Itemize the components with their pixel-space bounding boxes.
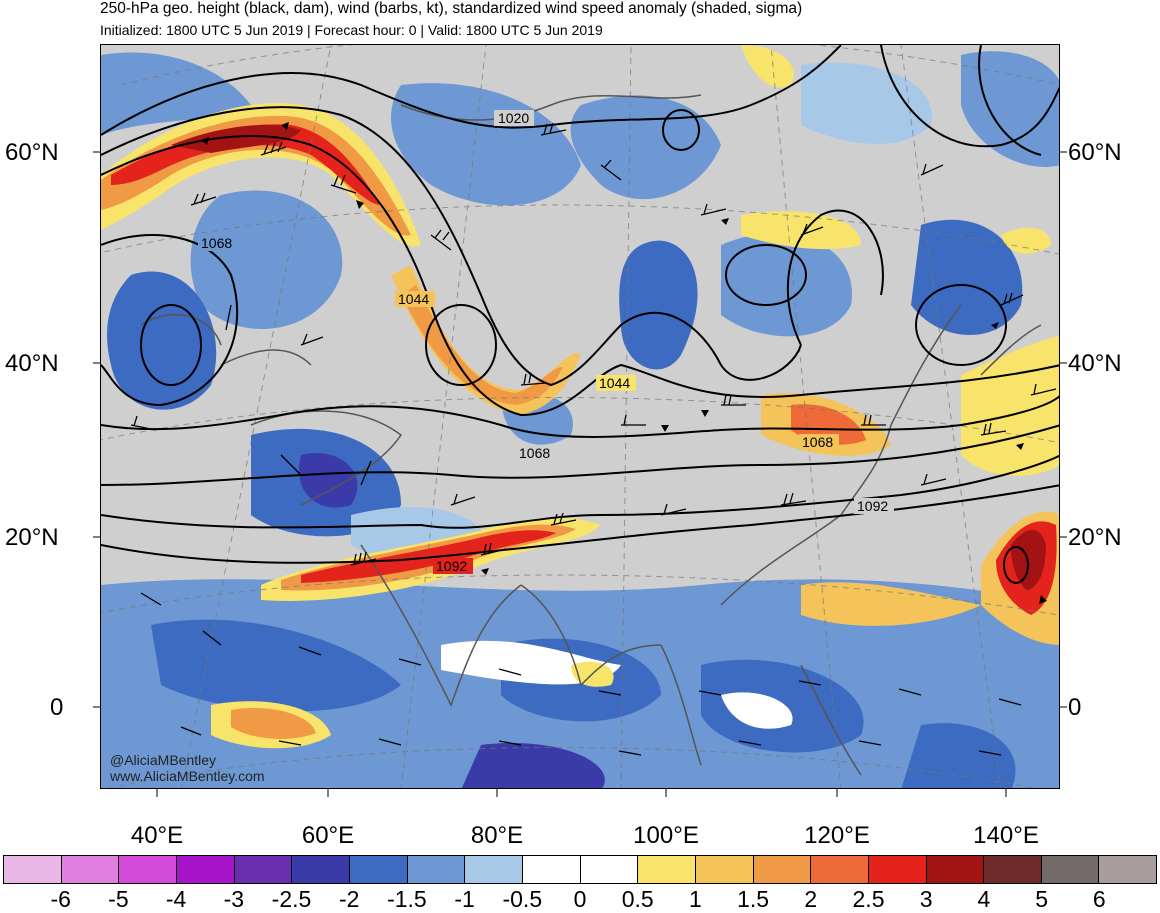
colorbar-swatch xyxy=(522,856,581,883)
colorbar-swatch xyxy=(119,856,177,883)
contour-label: 1020 xyxy=(498,110,529,126)
colorbar-label: 3 xyxy=(919,886,933,912)
lon-label: 140°E xyxy=(973,822,1039,849)
lat-label-right: 40°N xyxy=(1068,350,1122,377)
colorbar xyxy=(3,855,1157,884)
graticule xyxy=(101,45,1059,788)
contour-label: 1092 xyxy=(436,558,467,574)
lon-label: 40°E xyxy=(130,822,184,849)
contour-label: 1068 xyxy=(802,434,833,450)
colorbar-label: 6 xyxy=(1092,886,1106,912)
colorbar-label: 2.5 xyxy=(852,886,885,912)
colorbar-label: -5 xyxy=(108,886,129,912)
chart-subtitle: Initialized: 1800 UTC 5 Jun 2019 | Forec… xyxy=(100,22,603,38)
lat-label-left: 60°N xyxy=(5,139,59,166)
colorbar-label: -6 xyxy=(50,886,71,912)
colorbar-swatch xyxy=(292,856,350,883)
lat-label-right: 60°N xyxy=(1068,139,1122,166)
lat-label-left: 20°N xyxy=(5,524,59,551)
colorbar-swatch xyxy=(984,856,1042,883)
chart-title: 250-hPa geo. height (black, dam), wind (… xyxy=(100,0,803,17)
axis-ticks xyxy=(93,151,1067,797)
colorbar-label: 2 xyxy=(804,886,818,912)
contour-label: 1092 xyxy=(857,498,888,514)
colorbar-swatch xyxy=(753,856,812,883)
contour-label: 1068 xyxy=(201,235,232,251)
colorbar-label: -2.5 xyxy=(271,886,312,912)
colorbar-label: -2 xyxy=(338,886,360,912)
colorbar-swatch xyxy=(1099,856,1157,883)
colorbar-swatch xyxy=(349,856,408,883)
weather-map: 1020 1068 1044 1044 1068 1068 1092 1092 xyxy=(100,44,1060,789)
colorbar-swatch xyxy=(926,856,985,883)
contour-label: 1068 xyxy=(519,445,550,461)
lon-label: 80°E xyxy=(470,822,524,849)
colorbar-swatch xyxy=(61,856,120,883)
colorbar-label: 0.5 xyxy=(621,886,654,912)
map-canvas: 1020 1068 1044 1044 1068 1068 1092 1092 xyxy=(101,45,1059,788)
credit-website: www.AliciaMBentley.com xyxy=(110,768,265,784)
lat-label-right: 0 xyxy=(1068,694,1082,721)
colorbar-label: -1.5 xyxy=(387,886,427,912)
negative-anomaly-shading xyxy=(101,51,1059,788)
colorbar-swatch xyxy=(234,856,293,883)
colorbar-label: -3 xyxy=(223,886,245,912)
contour-labels: 1020 1068 1044 1044 1068 1068 1092 1092 xyxy=(198,110,894,574)
lat-label-left: 0 xyxy=(50,694,64,721)
colorbar-label: -1 xyxy=(454,886,475,912)
colorbar-label: 0 xyxy=(573,886,587,912)
lon-label: 100°E xyxy=(633,822,699,849)
colorbar-swatch xyxy=(176,856,235,883)
credit-handle: @AliciaMBentley xyxy=(110,752,217,768)
colorbar-swatch xyxy=(1041,856,1100,883)
colorbar-swatch xyxy=(638,856,696,883)
colorbar-label: 1.5 xyxy=(737,886,770,912)
lon-label: 120°E xyxy=(804,822,870,849)
colorbar-swatch xyxy=(695,856,754,883)
colorbar-swatch xyxy=(4,856,62,883)
colorbar-label: 1 xyxy=(688,886,702,912)
colorbar-swatch xyxy=(407,856,466,883)
colorbar-swatch xyxy=(811,856,869,883)
colorbar-label: -4 xyxy=(165,886,187,912)
lon-label: 60°E xyxy=(301,822,355,849)
lat-label-left: 40°N xyxy=(5,350,59,377)
colorbar-label: 4 xyxy=(977,886,991,912)
colorbar-label: -0.5 xyxy=(502,886,543,912)
colorbar-swatch xyxy=(580,856,639,883)
contour-label: 1044 xyxy=(599,375,630,391)
contour-label: 1044 xyxy=(398,291,429,307)
wind-barb-flags xyxy=(201,122,1047,604)
colorbar-swatch xyxy=(868,856,927,883)
height-contours xyxy=(101,45,1059,584)
wind-barbs xyxy=(130,122,1057,756)
colorbar-swatch xyxy=(465,856,523,883)
lat-label-right: 20°N xyxy=(1068,524,1122,551)
colorbar-label: 5 xyxy=(1035,886,1048,912)
